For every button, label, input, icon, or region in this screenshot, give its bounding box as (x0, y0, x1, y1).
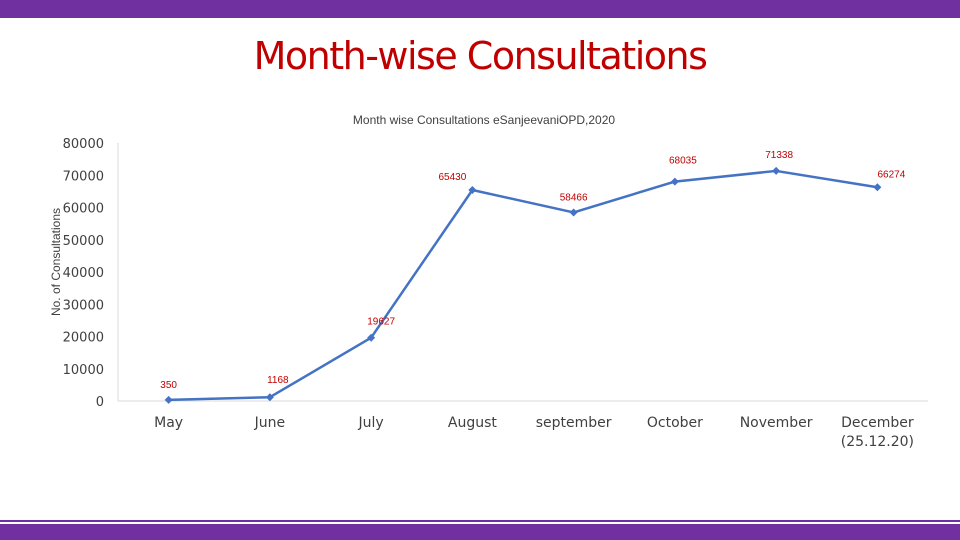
data-label: 71338 (765, 150, 793, 161)
y-tick-label: 30000 (63, 298, 104, 313)
data-point-marker (265, 393, 274, 402)
bottom-accent-bar (0, 524, 960, 540)
chart-title: Month wise Consultations eSanjeevaniOPD,… (352, 113, 616, 127)
x-tick-label: October (647, 415, 703, 431)
data-label: 68035 (669, 156, 697, 167)
y-tick-label: 10000 (63, 363, 104, 378)
data-point-marker (367, 333, 376, 342)
x-tick-label: May (154, 415, 183, 431)
data-point-marker (468, 185, 477, 194)
bottom-divider-line (0, 520, 960, 522)
y-tick-label: 50000 (63, 234, 104, 249)
y-tick-label: 0 (96, 395, 104, 410)
x-tick-label: August (448, 415, 498, 431)
data-label: 350 (160, 380, 177, 391)
data-point-marker (569, 208, 578, 217)
slide-title: Month-wise Consultations (253, 34, 708, 78)
data-label: 65430 (438, 172, 466, 183)
data-point-marker (772, 166, 781, 175)
x-tick-label: November (740, 415, 813, 431)
y-tick-label: 60000 (63, 202, 104, 217)
data-label: 19627 (367, 317, 395, 328)
data-label: 66274 (877, 169, 905, 180)
y-tick-label: 20000 (63, 331, 104, 346)
data-point-marker (873, 183, 882, 192)
y-tick-label: 80000 (63, 137, 104, 152)
x-tick-label: June (254, 415, 286, 431)
data-point-marker (670, 177, 679, 186)
top-accent-bar (0, 0, 960, 18)
y-tick-label: 40000 (63, 266, 104, 281)
x-tick-label: July (358, 415, 384, 431)
data-label: 1168 (267, 375, 289, 386)
data-label: 58466 (560, 192, 588, 203)
x-tick-label: December (25.12.20) (841, 415, 914, 450)
data-point-marker (164, 395, 173, 404)
y-tick-label: 70000 (63, 169, 104, 184)
x-tick-label: september (536, 415, 612, 431)
series-line (168, 169, 878, 402)
